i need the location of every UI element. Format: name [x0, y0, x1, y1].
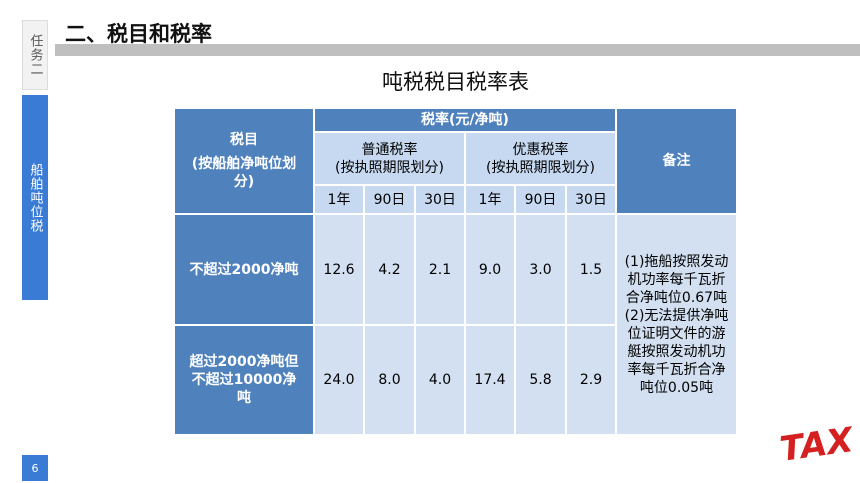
cell-text: 普通税率 — [361, 141, 418, 158]
table-cell: 24.0 — [314, 325, 364, 435]
cell-text: 2.9 — [579, 372, 603, 388]
task-tab: 任务二 — [22, 20, 48, 90]
cell-text: 30日 — [424, 191, 456, 208]
table-cell: 9.0 — [465, 214, 515, 325]
table-cell: 12.6 — [314, 214, 364, 325]
table-title: 吨税税目税率表 — [382, 70, 529, 94]
section-label: 船舶吨位税 — [27, 162, 43, 233]
table-cell: (1)拖船按照发动机功率每千瓦折合净吨位0.67吨 (2)无法提供净吨位证明文件的… — [616, 214, 737, 435]
cell-text: 税率(元/净吨) — [421, 112, 509, 128]
table-cell: 不超过2000净吨 — [174, 214, 314, 325]
table-cell: 5.8 — [515, 325, 566, 435]
table-cell: 1年 — [465, 185, 515, 214]
table-cell: 税目 (按船舶净吨位划分) — [174, 108, 314, 214]
cell-text: 3.0 — [529, 261, 552, 278]
cell-text: 90日 — [524, 191, 557, 208]
logo: TAX — [777, 420, 856, 470]
table-cell: 2.1 — [415, 214, 465, 325]
section-tab: 船舶吨位税 — [22, 95, 48, 300]
cell-text: 9.0 — [478, 261, 502, 278]
table-cell: 1年 — [314, 185, 364, 214]
cell-text: 1年 — [478, 191, 502, 208]
cell-text: 4.0 — [428, 372, 452, 388]
table-cell: 30日 — [415, 185, 465, 214]
cell-text: 税目 — [230, 132, 258, 148]
cell-text: 30日 — [575, 191, 607, 208]
cell-text: 不超过2000净吨 — [189, 261, 299, 278]
table-cell: 4.2 — [364, 214, 415, 325]
table-cell: 优惠税率 (按执照期限划分) — [465, 132, 616, 185]
table-cell: 3.0 — [515, 214, 566, 325]
cell-text: (按执照期限划分) — [335, 159, 444, 176]
table-cell: 90日 — [364, 185, 415, 214]
table-cell: 8.0 — [364, 325, 415, 435]
cell-text: 超过2000净吨但不超过10000净吨 — [189, 354, 299, 406]
table-cell: 2.9 — [566, 325, 616, 435]
cell-text: (按执照期限划分) — [486, 159, 595, 176]
table-cell: 超过2000净吨但不超过10000净吨 — [174, 325, 314, 435]
cell-text: 4.2 — [378, 261, 401, 278]
cell-text: 12.6 — [323, 261, 355, 278]
cell-text: (1)拖船按照发动机功率每千瓦折合净吨位0.67吨 — [624, 253, 729, 306]
cell-text: 5.8 — [529, 372, 552, 388]
page-number: 6 — [22, 455, 48, 481]
table-cell: 税率(元/净吨) — [314, 108, 616, 132]
cell-text: (2)无法提供净吨位证明文件的游艇按照发动机功率每千瓦折合净吨位0.05吨 — [624, 307, 729, 396]
cell-text: 优惠税率 — [512, 141, 569, 158]
cell-text: 1.5 — [579, 261, 603, 278]
table-cell: 30日 — [566, 185, 616, 214]
cell-text: 备注 — [662, 153, 691, 169]
cell-text: 2.1 — [428, 261, 452, 278]
cell-text: 1年 — [327, 191, 351, 208]
table-cell: 普通税率 (按执照期限划分) — [314, 132, 465, 185]
header-bar — [55, 44, 860, 56]
cell-text: (按船舶净吨位划分) — [191, 156, 297, 190]
table-cell: 4.0 — [415, 325, 465, 435]
task-label: 任务二 — [27, 34, 43, 76]
cell-text: 17.4 — [474, 372, 506, 388]
table-cell: 17.4 — [465, 325, 515, 435]
table-cell: 90日 — [515, 185, 566, 214]
table-cell: 备注 — [616, 108, 737, 214]
cell-text: 24.0 — [323, 372, 355, 388]
slide-title: 二、税目和税率 — [65, 22, 212, 46]
cell-text: 90日 — [373, 191, 406, 208]
table-cell: 1.5 — [566, 214, 616, 325]
cell-text: 8.0 — [378, 372, 401, 388]
